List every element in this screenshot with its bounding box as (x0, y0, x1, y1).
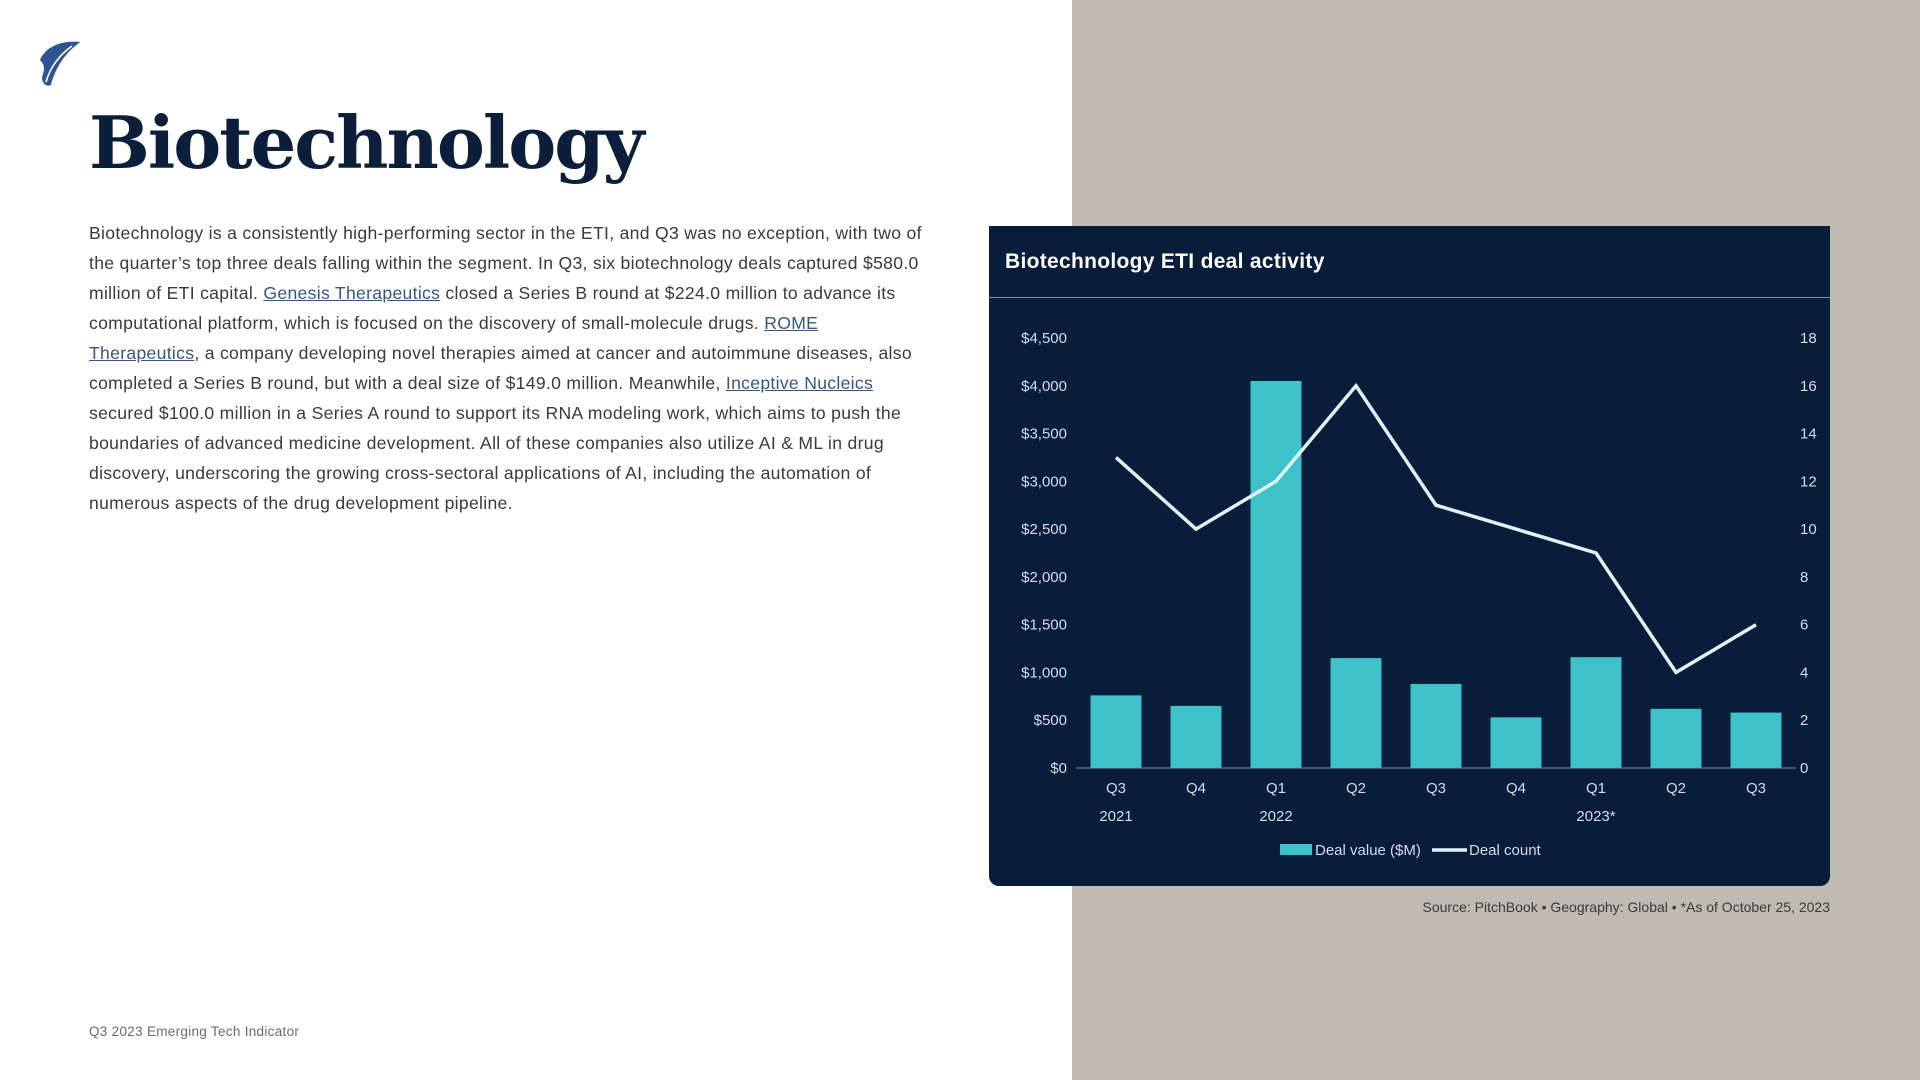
genesis-therapeutics-link[interactable]: Genesis Therapeutics (263, 283, 441, 303)
bar-deal-value (1090, 695, 1142, 768)
y-right-tick-label: 12 (1800, 473, 1817, 490)
bar-deal-value (1730, 712, 1782, 768)
bar-deal-value (1410, 683, 1462, 768)
y-left-tick-label: $2,000 (1021, 569, 1067, 586)
legend-label-deal-value: Deal value ($M) (1315, 842, 1421, 859)
y-right-tick-label: 18 (1800, 330, 1817, 347)
chart-title: Biotechnology ETI deal activity (1005, 250, 1325, 273)
y-right-tick-label: 6 (1800, 617, 1808, 634)
x-tick-label: Q1 (1266, 780, 1286, 797)
x-tick-label: Q4 (1186, 780, 1206, 797)
bar-deal-value (1570, 657, 1622, 768)
x-tick-label: Q3 (1426, 780, 1446, 797)
chart-title-divider (989, 297, 1830, 298)
page-title: Biotechnology (89, 100, 644, 185)
line-deal-count (1114, 382, 1757, 675)
bar-deal-value (1250, 381, 1302, 768)
y-right-tick-label: 0 (1800, 760, 1808, 777)
source-note: Source: PitchBook • Geography: Global • … (1422, 899, 1830, 915)
inceptive-nucleics-link[interactable]: Inceptive Nucleics (725, 373, 874, 393)
y-left-tick-label: $1,000 (1021, 664, 1067, 681)
y-left-tick-label: $0 (1050, 760, 1067, 777)
x-tick-label: Q1 (1586, 780, 1606, 797)
y-right-tick-label: 2 (1800, 712, 1808, 729)
chart-card: Biotechnology ETI deal activity $0 $500 $1… (989, 226, 1830, 886)
footer-label: Q3 2023 Emerging Tech Indicator (89, 1024, 300, 1039)
bar-deal-value (1490, 717, 1542, 768)
y-right-tick-label: 10 (1800, 521, 1817, 538)
y-left-tick-label: $3,500 (1021, 426, 1067, 443)
sail-logo-icon (40, 41, 83, 86)
x-tick-label: Q3 (1106, 780, 1126, 797)
body-text-part-4: secured $100.0 million in a Series A rou… (89, 403, 902, 513)
x-year-label: 2023* (1576, 808, 1615, 825)
y-left-tick-label: $2,500 (1021, 521, 1067, 538)
body-text-part-1: Biotechnology is a consistently high-per… (89, 223, 922, 303)
bar-deal-value (1170, 705, 1222, 768)
legend-label-deal-count: Deal count (1469, 842, 1542, 859)
body-paragraph: Biotechnology is a consistently high-per… (89, 218, 924, 518)
x-tick-label: Q2 (1346, 780, 1366, 797)
y-left-tick-label: $3,000 (1021, 473, 1067, 490)
y-right-tick-label: 4 (1800, 664, 1808, 681)
x-tick-label: Q2 (1666, 780, 1686, 797)
y-right-tick-label: 16 (1800, 378, 1817, 395)
rome-therapeutics-link[interactable]: ROME Therapeutics (89, 313, 819, 363)
deal-activity-chart: $0 $500 $1,000 $1,500 $2,000 $2,500 $3,000 $3,5… (1021, 330, 1817, 859)
body-text-part-3: , a company developing novel therapies a… (89, 343, 912, 393)
y-left-tick-label: $1,500 (1021, 617, 1067, 634)
legend-swatch-bar (1280, 844, 1312, 855)
body-text-part-2: closed a Series B round at $224.0 millio… (89, 283, 896, 333)
y-left-tick-label: $4,000 (1021, 378, 1067, 395)
y-right-tick-label: 8 (1800, 569, 1808, 586)
bar-deal-value (1330, 658, 1382, 768)
x-tick-label: Q4 (1506, 780, 1526, 797)
y-left-tick-label: $4,500 (1021, 330, 1067, 347)
y-right-tick-label: 14 (1800, 426, 1817, 443)
x-year-label: 2022 (1259, 808, 1292, 825)
x-tick-label: Q3 (1746, 780, 1766, 797)
y-left-tick-label: $500 (1034, 712, 1067, 729)
bar-deal-value (1650, 708, 1702, 768)
x-year-label: 2021 (1099, 808, 1132, 825)
